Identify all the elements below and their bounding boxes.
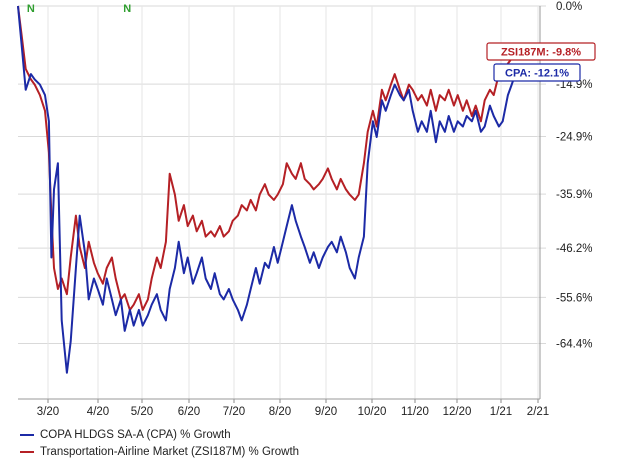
legend-swatch-zsi187m xyxy=(20,450,34,453)
y-tick-label: -35.9% xyxy=(556,189,592,201)
series-line-cpa xyxy=(17,5,518,374)
x-tick-label: 12/20 xyxy=(443,406,472,418)
x-tick-label: 9/20 xyxy=(315,406,337,418)
annotation-zsi187m-box xyxy=(486,42,596,61)
legend-item-cpa: COPA HLDGS SA-A (CPA) % Growth xyxy=(20,426,299,443)
x-tick-label: 11/20 xyxy=(401,406,429,418)
series-line-zsi187m xyxy=(17,5,518,311)
event-marker-1: N xyxy=(27,3,35,15)
x-tick-label: 4/20 xyxy=(87,406,109,418)
annotation-zsi187m-text: ZSI187M: -9.8% xyxy=(501,47,581,59)
legend: COPA HLDGS SA-A (CPA) % Growth Transport… xyxy=(20,426,299,460)
annotation-cpa-text: CPA: -12.1% xyxy=(505,68,569,80)
y-tick-label: -55.6% xyxy=(556,292,592,304)
x-tick-label: 2/21 xyxy=(527,406,549,418)
y-tick-label: -14.9% xyxy=(556,79,592,91)
y-tick-label: -64.4% xyxy=(556,338,592,350)
x-tick-label: 6/20 xyxy=(178,406,200,418)
x-tick-label: 1/21 xyxy=(490,406,512,418)
x-tick-label: 5/20 xyxy=(131,406,153,418)
annotation-cpa-box xyxy=(493,63,581,82)
y-tick-label: -46.2% xyxy=(556,243,592,255)
plot-area xyxy=(18,6,540,399)
legend-label-zsi187m: Transportation-Airline Market (ZSI187M) … xyxy=(40,445,300,458)
legend-label-cpa: COPA HLDGS SA-A (CPA) % Growth xyxy=(40,428,231,441)
y-tick-label: 0.0% xyxy=(556,1,582,13)
event-marker-2: N xyxy=(123,3,131,15)
y-tick-label: -24.9% xyxy=(556,131,592,143)
x-tick-label: 8/20 xyxy=(269,406,291,418)
x-tick-label: 10/20 xyxy=(358,406,387,418)
legend-swatch-cpa xyxy=(20,433,34,436)
legend-item-zsi187m: Transportation-Airline Market (ZSI187M) … xyxy=(20,443,299,460)
x-tick-label: 7/20 xyxy=(223,406,245,418)
x-tick-label: 3/20 xyxy=(37,406,59,418)
